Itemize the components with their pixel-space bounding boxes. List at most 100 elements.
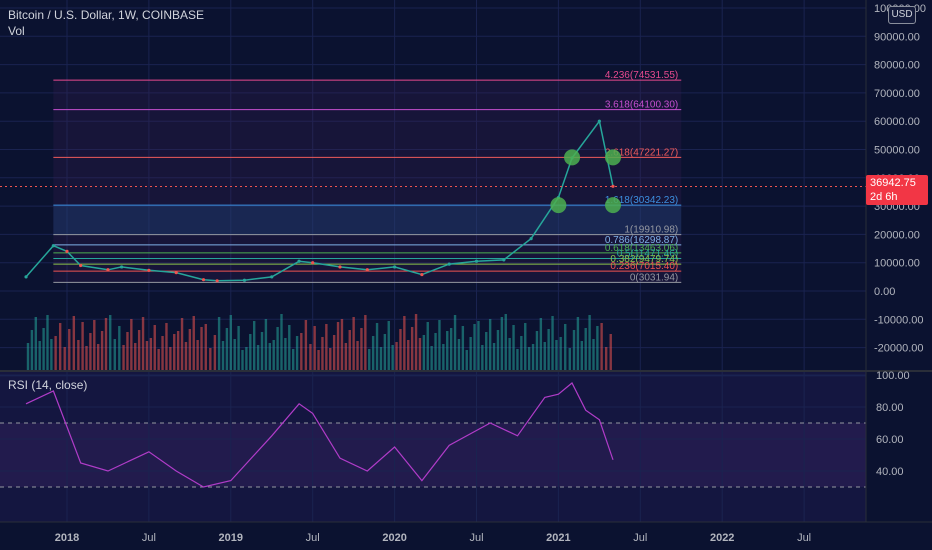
volume-bar (391, 345, 394, 370)
signal-marker (550, 197, 567, 214)
fib-level-label: 2.618(47221.27) (605, 147, 678, 158)
volume-bar (395, 342, 398, 370)
volume-bar (100, 331, 104, 370)
volume-bar (500, 317, 504, 370)
price-point (365, 268, 369, 272)
price-line (25, 119, 614, 282)
volume-bar (492, 343, 496, 370)
volume-bar (157, 349, 160, 370)
volume-bar (288, 325, 291, 370)
volume-bar (217, 317, 221, 370)
volume-bar (329, 348, 332, 370)
bar-countdown: 2d 6h (870, 191, 898, 203)
volume-bar (245, 347, 248, 370)
volume-bar (221, 341, 225, 370)
last-price-tag: 36942.75 2d 6h (866, 175, 928, 205)
volume-bar (469, 337, 472, 370)
volume-bar (104, 318, 108, 370)
volume-bar (89, 333, 92, 370)
price-axis-label: 70000.00 (874, 88, 920, 100)
volume-bar (340, 319, 344, 370)
price-axis-label: -10000.00 (874, 314, 924, 326)
price-point (597, 119, 601, 123)
volume-bar (241, 350, 244, 370)
volume-bar (130, 319, 133, 370)
volume-bar (77, 340, 80, 370)
volume-bar (30, 330, 34, 370)
fib-level-label: 1.618(30342.23) (605, 195, 678, 206)
price-point (529, 237, 533, 241)
volume-bar (535, 331, 539, 370)
volume-bar (280, 314, 283, 370)
fib-level-label: 0.5(11471.46) (617, 249, 679, 260)
time-axis-label: Jul (142, 532, 156, 544)
volume-bar (204, 324, 207, 370)
volume-bar (371, 336, 375, 370)
volume-bar (379, 347, 383, 370)
volume-bar (126, 332, 129, 370)
volume-bar (161, 336, 164, 370)
volume-bar (165, 323, 168, 370)
volume-bar (588, 315, 591, 370)
volume-bar (368, 349, 371, 370)
volume-bar (153, 325, 156, 370)
volume-bar (407, 340, 410, 370)
volume-bar (465, 350, 468, 370)
price-point (242, 278, 247, 282)
symbol-title[interactable]: Bitcoin / U.S. Dollar, 1W, COINBASE (8, 8, 205, 22)
volume-bar (600, 323, 603, 370)
volume-bar (26, 343, 30, 370)
volume-bar (93, 320, 96, 370)
rsi-axis-label: 100.00 (876, 370, 910, 382)
volume-bar (364, 315, 367, 370)
volume-bar (580, 341, 583, 370)
price-point (65, 249, 69, 253)
volume-bar (516, 349, 519, 370)
rsi-axis-label: 80.00 (876, 402, 904, 414)
volume-bar (38, 341, 41, 370)
volume-bar (134, 343, 137, 370)
volume-bar (137, 330, 141, 370)
last-price-value: 36942.75 (870, 177, 916, 189)
volume-bar (256, 345, 260, 370)
volume-bar (42, 328, 45, 370)
volume-bar (508, 338, 511, 370)
volume-bar (233, 339, 236, 370)
volume-bar (292, 349, 295, 370)
volume-bar (422, 335, 426, 370)
volume-bar (434, 333, 437, 370)
volume-bar (453, 315, 457, 370)
volume-bar (576, 317, 580, 370)
price-point (311, 261, 315, 265)
time-axis-label: Jul (469, 532, 483, 544)
volume-bar (325, 324, 328, 370)
volume-bar (520, 336, 523, 370)
volume-label[interactable]: Vol (8, 24, 25, 38)
price-axis-label: 20000.00 (874, 229, 920, 241)
rsi-label[interactable]: RSI (14, close) (8, 378, 88, 392)
volume-bar (414, 314, 418, 370)
price-point (106, 268, 110, 272)
volume-bar (592, 339, 595, 370)
volume-bar (477, 321, 480, 370)
volume-bar (209, 348, 212, 370)
volume-bar (309, 344, 312, 370)
price-point (174, 271, 178, 275)
price-axis-label: 0.00 (874, 286, 895, 298)
volume-bar (68, 329, 71, 370)
volume-bar (449, 328, 453, 370)
volume-bar (387, 321, 390, 370)
currency-button[interactable]: USD (888, 6, 916, 24)
price-axis-label: -20000.00 (874, 343, 924, 355)
volume-bar (46, 315, 49, 370)
volume-bar (109, 315, 112, 370)
volume-bar (237, 326, 240, 370)
price-axis-label: 60000.00 (874, 116, 920, 128)
volume-bar (97, 344, 100, 370)
volume-bar (504, 314, 507, 370)
volume-bar (118, 326, 121, 370)
price-point (79, 263, 83, 268)
volume-bar (173, 334, 176, 370)
volume-bar (375, 323, 379, 370)
